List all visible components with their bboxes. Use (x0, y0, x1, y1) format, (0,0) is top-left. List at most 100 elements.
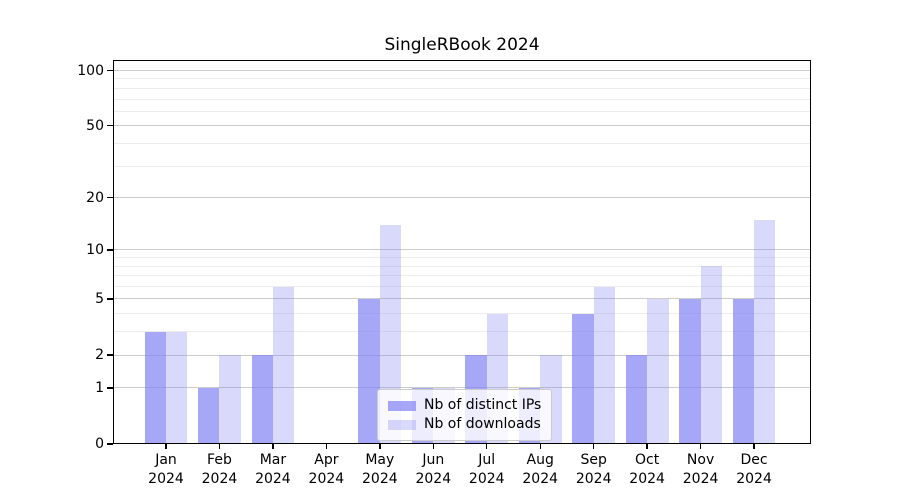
x-tick-year: 2024 (308, 471, 345, 487)
gridline-minor (113, 313, 811, 315)
x-tick-label: Aug 2024 (500, 451, 580, 489)
x-tick-mark (218, 444, 221, 449)
gridline-minor (113, 142, 811, 144)
x-tick-year: 2024 (468, 471, 505, 487)
x-tick-month: May (365, 452, 395, 468)
x-tick-mark (592, 444, 595, 449)
x-tick-mark (165, 444, 167, 449)
bar-distinct-ips (572, 313, 594, 444)
x-tick-year: 2024 (201, 471, 238, 487)
x-tick-month: Dec (740, 452, 768, 468)
x-tick-mark (699, 444, 702, 449)
x-tick-mark (646, 444, 648, 449)
y-tick-mark (107, 249, 113, 251)
gridline-major (113, 387, 811, 389)
x-tick-label: Oct 2024 (607, 451, 687, 489)
x-tick-year: 2024 (148, 471, 184, 487)
x-tick-mark (432, 444, 434, 449)
x-tick-month: Sep (580, 452, 607, 468)
y-tick-mark (107, 354, 113, 356)
x-tick-year: 2024 (736, 471, 772, 487)
bar-downloads (754, 219, 776, 444)
legend-label-distinct-ips: Nb of distinct IPs (424, 397, 542, 413)
x-tick-label: Apr 2024 (286, 451, 366, 489)
y-tick-label: 5 (95, 290, 104, 307)
gridline-minor (113, 78, 811, 80)
x-tick-mark (379, 444, 381, 449)
x-tick-label: Jul 2024 (447, 451, 527, 489)
y-tick-label: 100 (77, 62, 104, 79)
y-tick-mark (107, 298, 113, 300)
x-tick-month: Aug (526, 452, 554, 468)
y-tick-label: 10 (86, 241, 104, 258)
gridline-minor (113, 257, 811, 259)
y-tick-mark (107, 196, 113, 199)
gridline-major (113, 298, 811, 300)
x-tick-label: Nov 2024 (661, 451, 741, 489)
x-tick-year: 2024 (575, 471, 612, 487)
x-tick-mark (486, 444, 488, 449)
gridline-major (113, 197, 811, 199)
x-tick-month: Jul (478, 452, 496, 468)
x-tick-label: Dec 2024 (714, 451, 794, 489)
y-tick-label: 2 (95, 347, 104, 364)
x-tick-label: Jun 2024 (393, 451, 473, 489)
bar-distinct-ips (144, 331, 166, 444)
x-tick-label: Mar 2024 (233, 451, 313, 489)
gridline-minor (113, 98, 811, 100)
bar-downloads (700, 266, 722, 444)
bar-distinct-ips (625, 355, 648, 444)
y-tick-mark (107, 387, 113, 389)
bar-downloads (166, 331, 188, 444)
gridline-minor (113, 87, 811, 89)
x-tick-year: 2024 (415, 471, 452, 487)
x-tick-month: Mar (259, 452, 287, 468)
x-tick-month: Oct (635, 452, 660, 468)
gridline-minor (113, 331, 811, 333)
x-tick-label: May 2024 (340, 451, 420, 489)
x-tick-label: Sep 2024 (554, 451, 634, 489)
y-tick-label: 50 (86, 117, 104, 134)
y-tick-label: 0 (95, 436, 104, 452)
x-tick-year: 2024 (362, 471, 398, 487)
gridline-major (113, 354, 811, 356)
bar-downloads (647, 299, 669, 444)
y-tick-mark (107, 69, 113, 72)
bar-downloads (593, 286, 616, 444)
gridline-minor (113, 110, 811, 112)
x-tick-year: 2024 (682, 471, 719, 487)
legend-swatch-downloads (388, 419, 416, 430)
x-tick-label: Feb 2024 (179, 451, 259, 489)
x-tick-month: Apr (314, 452, 339, 468)
gridline-minor (113, 265, 811, 267)
x-tick-label: Jan 2024 (126, 451, 206, 489)
legend-entry-distinct-ips: Nb of distinct IPs (388, 396, 541, 415)
y-tick-label: 1 (95, 379, 104, 396)
gridline-minor (113, 165, 811, 167)
x-tick-month: Jan (155, 452, 177, 468)
legend-entry-downloads: Nb of downloads (388, 415, 541, 434)
x-tick-year: 2024 (522, 471, 559, 487)
bar-distinct-ips (198, 387, 220, 444)
bar-downloads (219, 355, 241, 444)
bar-distinct-ips (732, 299, 755, 444)
gridline-minor (113, 275, 811, 277)
bar-distinct-ips (679, 299, 701, 444)
plot-area: Nb of distinct IPs Nb of downloads (113, 60, 811, 444)
x-tick-month: Jun (422, 452, 445, 468)
legend: Nb of distinct IPs Nb of downloads (377, 389, 553, 441)
x-tick-mark (753, 444, 755, 449)
bar-distinct-ips (251, 355, 273, 444)
legend-swatch-distinct-ips (388, 400, 416, 411)
x-tick-year: 2024 (629, 471, 665, 487)
y-tick-label: 20 (86, 189, 104, 206)
x-tick-month: Nov (686, 452, 715, 468)
legend-label-downloads: Nb of downloads (424, 416, 541, 432)
bar-downloads (272, 286, 295, 444)
x-tick-mark (272, 444, 274, 449)
x-tick-year: 2024 (255, 471, 291, 487)
y-tick-mark (107, 443, 113, 445)
x-tick-mark (539, 444, 541, 449)
bar-distinct-ips (358, 299, 380, 444)
